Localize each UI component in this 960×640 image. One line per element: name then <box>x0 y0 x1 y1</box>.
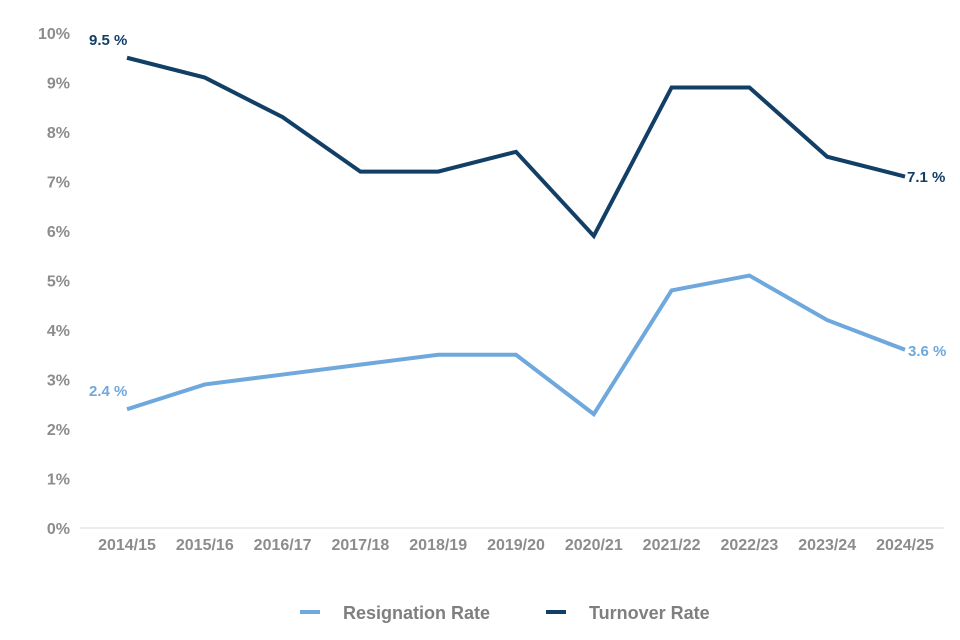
y-tick-label: 6% <box>47 224 70 241</box>
turnover-rate-point <box>203 76 207 80</box>
resignation-rate-point <box>125 407 129 411</box>
y-tick-label: 8% <box>47 125 70 142</box>
legend-label-turnover: Turnover Rate <box>589 603 710 623</box>
resignation-rate-point <box>358 363 362 367</box>
turnover-rate-point <box>436 170 440 174</box>
legend: Resignation Rate Turnover Rate <box>300 603 710 623</box>
resignation-rate-line <box>126 273 906 418</box>
x-tick-label: 2019/20 <box>487 537 545 554</box>
series-layer <box>125 55 907 418</box>
turnover-rate-line <box>126 55 906 240</box>
turnover-start-label: 9.5 % <box>89 32 127 49</box>
y-tick-label: 3% <box>47 373 70 390</box>
resignation-rate-point <box>203 382 207 386</box>
y-tick-label: 1% <box>47 472 70 489</box>
x-tick-label: 2024/25 <box>876 537 934 554</box>
resignation-rate-point <box>670 288 674 292</box>
x-tick-label: 2021/22 <box>643 537 701 554</box>
y-tick-label: 9% <box>47 76 70 93</box>
legend-label-resignation: Resignation Rate <box>343 603 490 623</box>
resignation-rate-point <box>514 353 518 357</box>
turnover-rate-point <box>125 56 129 60</box>
resignation-rate-point <box>903 348 907 352</box>
turnover-rate-point <box>825 155 829 159</box>
y-tick-label: 4% <box>47 323 70 340</box>
y-axis: 0% 1% 2% 3% 4% 5% 6% 7% 8% 9% 10% <box>38 26 70 538</box>
x-tick-label: 2023/24 <box>798 537 856 554</box>
y-tick-label: 7% <box>47 175 70 192</box>
turnover-rate-point <box>514 150 518 154</box>
resignation-rate-point <box>592 412 596 416</box>
turnover-rate-point <box>358 170 362 174</box>
turnover-end-label: 7.1 % <box>907 169 945 186</box>
y-tick-label: 2% <box>47 422 70 439</box>
x-tick-label: 2022/23 <box>720 537 778 554</box>
turnover-rate-point <box>747 85 751 89</box>
resignation-start-label: 2.4 % <box>89 383 127 400</box>
x-tick-label: 2020/21 <box>565 537 623 554</box>
resignation-end-label: 3.6 % <box>908 343 946 360</box>
resignation-rate-point <box>281 373 285 377</box>
resignation-rate-point <box>825 318 829 322</box>
x-tick-label: 2016/17 <box>254 537 312 554</box>
x-tick-label: 2014/15 <box>98 537 156 554</box>
resignation-rate-point <box>436 353 440 357</box>
x-tick-label: 2018/19 <box>409 537 467 554</box>
turnover-rate-point <box>281 115 285 119</box>
turnover-rate-point <box>670 85 674 89</box>
y-tick-label: 10% <box>38 26 70 43</box>
x-tick-label: 2017/18 <box>331 537 389 554</box>
y-tick-label: 0% <box>47 521 70 538</box>
resignation-rate-point <box>747 274 751 278</box>
x-axis: 2014/15 2015/16 2016/17 2017/18 2018/19 2019/… <box>98 537 934 554</box>
y-tick-label: 5% <box>47 274 70 291</box>
x-tick-label: 2015/16 <box>176 537 234 554</box>
turnover-rate-point <box>592 234 596 238</box>
data-label-layer: 9.5 % 7.1 % 2.4 % 3.6 % <box>89 32 946 400</box>
